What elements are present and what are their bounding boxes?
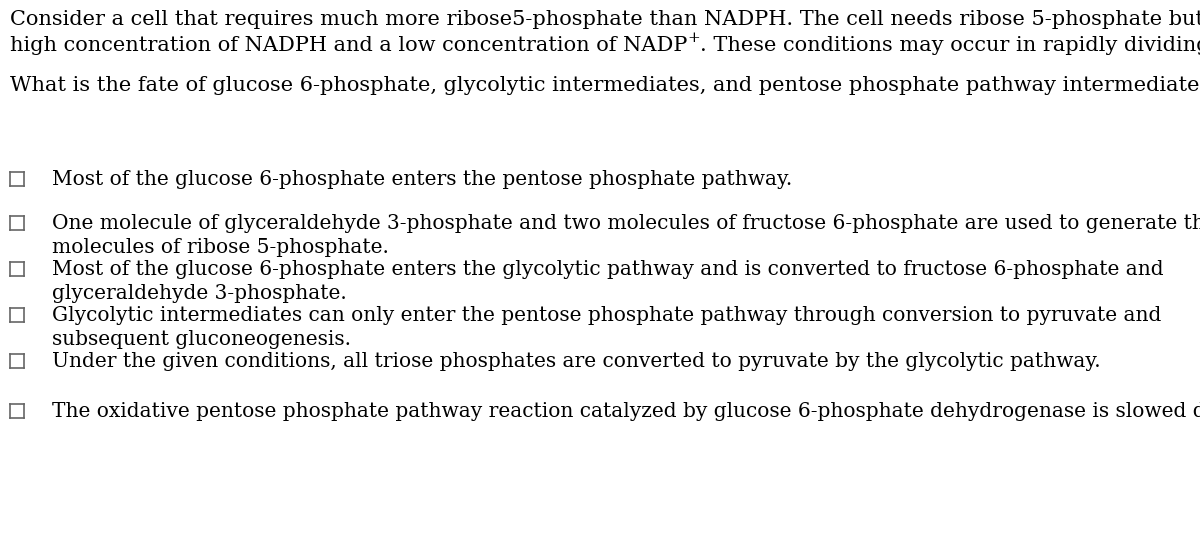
Text: Most of the glucose 6-phosphate enters the pentose phosphate pathway.: Most of the glucose 6-phosphate enters t… bbox=[52, 170, 792, 189]
Text: . These conditions may occur in rapidly dividing cells.: . These conditions may occur in rapidly … bbox=[700, 36, 1200, 55]
Text: Under the given conditions, all triose phosphates are converted to pyruvate by t: Under the given conditions, all triose p… bbox=[52, 352, 1100, 371]
Text: The oxidative pentose phosphate pathway reaction catalyzed by glucose 6-phosphat: The oxidative pentose phosphate pathway … bbox=[52, 402, 1200, 421]
Text: One molecule of glyceraldehyde 3-phosphate and two molecules of fructose 6-phosp: One molecule of glyceraldehyde 3-phospha… bbox=[52, 214, 1200, 233]
Text: Glycolytic intermediates can only enter the pentose phosphate pathway through co: Glycolytic intermediates can only enter … bbox=[52, 306, 1162, 325]
Text: high concentration of NADPH and a low concentration of NADP: high concentration of NADPH and a low co… bbox=[10, 36, 688, 55]
Text: Consider a cell that requires much more ribose5-phosphate than NADPH. The cell n: Consider a cell that requires much more … bbox=[10, 10, 1200, 29]
Text: subsequent gluconeogenesis.: subsequent gluconeogenesis. bbox=[52, 330, 352, 349]
Text: glyceraldehyde 3-phosphate.: glyceraldehyde 3-phosphate. bbox=[52, 284, 347, 303]
Text: Most of the glucose 6-phosphate enters the glycolytic pathway and is converted t: Most of the glucose 6-phosphate enters t… bbox=[52, 260, 1164, 279]
Text: molecules of ribose 5-phosphate.: molecules of ribose 5-phosphate. bbox=[52, 238, 389, 257]
Text: +: + bbox=[688, 31, 700, 45]
Text: What is the fate of glucose 6-phosphate, glycolytic intermediates, and pentose p: What is the fate of glucose 6-phosphate,… bbox=[10, 76, 1200, 95]
